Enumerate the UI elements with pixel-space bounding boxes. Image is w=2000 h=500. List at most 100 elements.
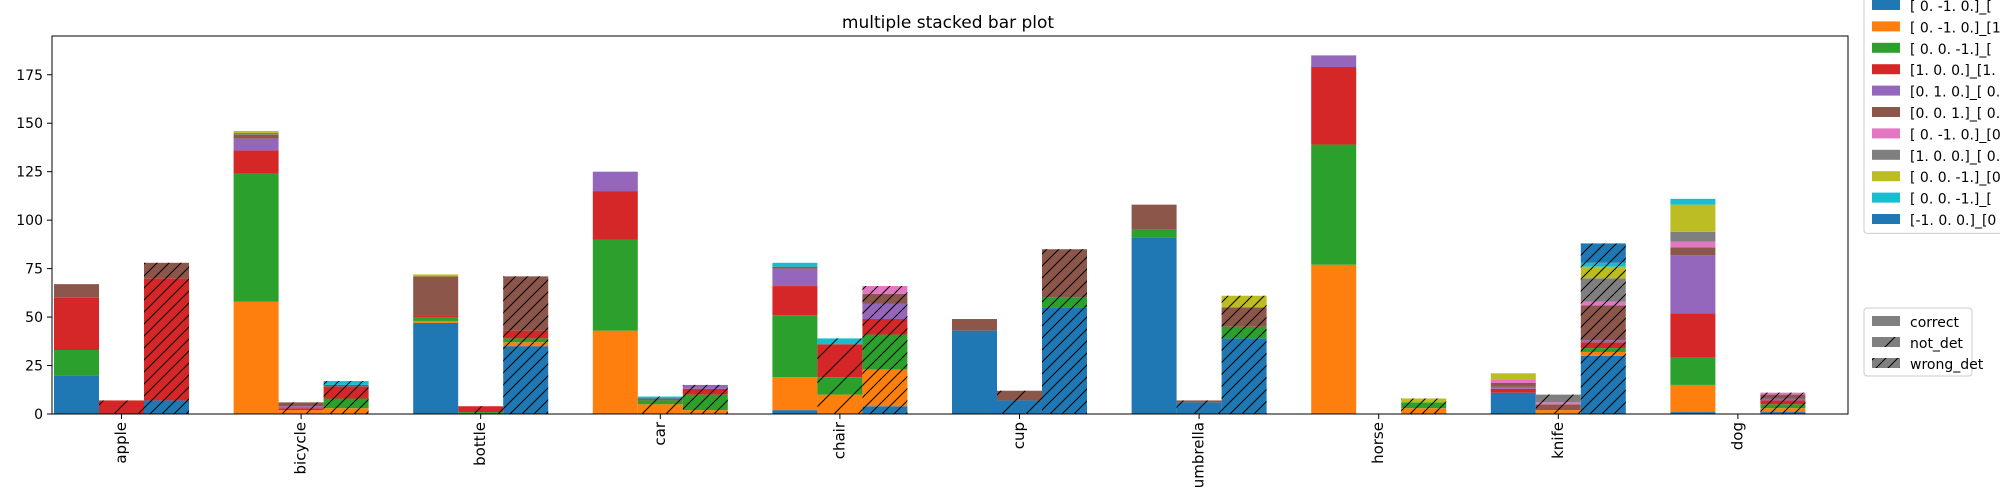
bar-segment: [1670, 255, 1716, 314]
legend-entry: not_det: [1910, 336, 1963, 352]
group-legend: correct not_det wrong_det: [1863, 307, 1984, 377]
bar-hatch: [1401, 408, 1447, 414]
y-tick-label: 100: [16, 213, 43, 229]
bar-hatch: [1760, 404, 1806, 409]
bar-hatch: [1580, 348, 1626, 352]
legend-swatch: [1872, 21, 1900, 32]
bar-hatch: [862, 286, 908, 294]
legend-swatch-hatch: [1872, 337, 1900, 347]
y-tick-label: 50: [25, 310, 43, 326]
bar-hatch: [1176, 400, 1222, 403]
x-tick-label: cup: [1010, 422, 1028, 449]
bar-hatch: [1580, 266, 1626, 279]
legend-entry: [ 0. 0. -1.]_[: [1910, 192, 1992, 208]
bar-segment: [54, 375, 99, 414]
legend-swatch-hatch: [1872, 358, 1900, 368]
bar-segment: [772, 410, 818, 414]
bar-hatch: [1535, 394, 1581, 403]
bar-hatch: [1580, 243, 1626, 263]
bar-segment: [413, 315, 459, 318]
legend-swatch: [1872, 0, 1900, 10]
bar-hatch: [99, 400, 144, 414]
legend-swatch: [1872, 85, 1900, 96]
bar-hatch: [323, 384, 369, 387]
bar-hatch: [862, 303, 908, 320]
bar-segment: [592, 330, 638, 414]
bar-hatch: [817, 377, 863, 395]
bar-segment: [1670, 204, 1716, 232]
bar-hatch: [1042, 307, 1087, 414]
bar-hatch: [682, 388, 728, 395]
legend-entry: [ 0. 0. -1.]_[: [1910, 42, 1992, 58]
bar-hatch: [997, 400, 1042, 414]
bar-hatch: [637, 398, 683, 401]
legend-entry: [0. 1. 0.]_[ 0.: [1910, 85, 2000, 101]
x-tick-label: umbrella: [1190, 422, 1208, 488]
bar-segment: [233, 132, 279, 135]
bar-segment: [233, 150, 279, 174]
bar-segment: [1490, 379, 1536, 383]
bar-segment: [772, 266, 818, 269]
bar-hatch: [637, 400, 683, 405]
legend-swatch: [1872, 128, 1900, 139]
bar-hatch: [862, 369, 908, 407]
bar-segment: [233, 130, 279, 133]
bar-hatch: [323, 381, 369, 385]
bar-segment: [1311, 264, 1357, 414]
bar-hatch: [144, 400, 189, 414]
legend-entry: [ 0. 0. -1.]_[0: [1910, 170, 2000, 186]
bar-hatch: [323, 408, 369, 414]
x-tick-label: dog: [1728, 422, 1746, 450]
bar-hatch: [862, 293, 908, 304]
bar-hatch: [503, 346, 549, 414]
bar-hatch: [1042, 249, 1087, 298]
bar-hatch: [1580, 342, 1626, 349]
x-tick-label: bicycle: [292, 422, 310, 474]
bar-hatch: [682, 410, 728, 414]
x-axis: apple bicycle bottle car chair cup umbrella hor…: [112, 414, 1746, 488]
bar-hatch: [1176, 402, 1222, 414]
bar-hatch: [458, 406, 504, 413]
x-tick-label: knife: [1549, 422, 1567, 459]
bar-hatch: [1401, 398, 1447, 403]
y-tick-label: 0: [34, 407, 43, 423]
bar-segment: [1670, 241, 1716, 248]
y-axis: 0 25 50 75 100 125 150 175: [16, 35, 1849, 423]
y-tick-label: 25: [25, 359, 43, 375]
bar-hatch: [1580, 355, 1626, 414]
legend-swatch: [1872, 316, 1900, 326]
bar-hatch: [503, 276, 549, 331]
bar-hatch: [1580, 340, 1626, 343]
bar-segment: [413, 276, 459, 316]
bar-hatch: [862, 319, 908, 335]
bar-hatch: [144, 278, 189, 401]
bar-segment: [233, 134, 279, 139]
bar-hatch: [1221, 338, 1267, 414]
y-tick-label: 75: [25, 262, 43, 278]
bar-segment: [233, 173, 279, 302]
bar-hatch: [1580, 262, 1626, 267]
bar-segment: [1670, 198, 1716, 205]
bar-hatch: [278, 402, 324, 407]
legend-entry: [ 0. -1. 0.]_[1: [1910, 20, 2000, 36]
bar-hatch: [682, 384, 728, 389]
bar-hatch: [1760, 398, 1806, 401]
bar-hatch: [1580, 305, 1626, 341]
bar-segment: [1131, 229, 1177, 238]
bar-segment: [413, 317, 459, 321]
bar-hatch: [503, 342, 549, 347]
bar-segment: [592, 239, 638, 331]
x-tick-label: chair: [830, 421, 848, 459]
legend-entry: [1. 0. 0.]_[1.: [1910, 63, 1996, 79]
y-tick-label: 175: [16, 68, 43, 84]
chart-title: multiple stacked bar plot: [842, 13, 1055, 33]
x-tick-label: car: [651, 421, 669, 445]
x-tick-label: apple: [112, 422, 130, 464]
legend-swatch: [1872, 149, 1900, 160]
plot-area: [54, 55, 1806, 414]
legend-swatch: [1872, 42, 1900, 53]
bar-hatch: [1221, 326, 1267, 339]
bar-hatch: [323, 398, 369, 409]
bar-segment: [772, 286, 818, 316]
bar-hatch: [997, 390, 1042, 401]
